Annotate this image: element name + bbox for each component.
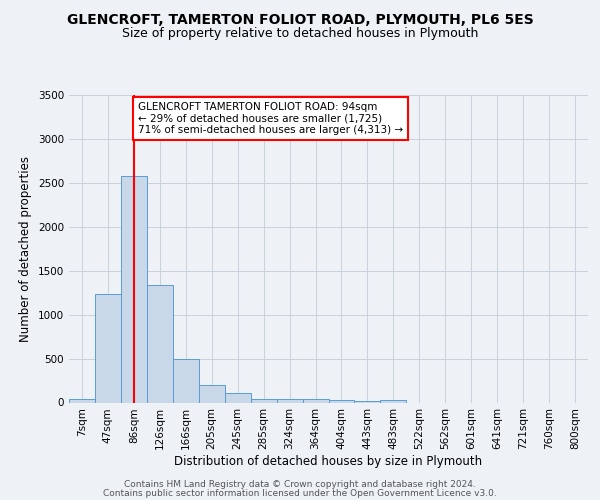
- Bar: [199, 386, 224, 402]
- Bar: [173, 358, 199, 403]
- Bar: [277, 399, 302, 402]
- Bar: [121, 176, 147, 402]
- Bar: [95, 294, 121, 403]
- X-axis label: Distribution of detached houses by size in Plymouth: Distribution of detached houses by size …: [175, 455, 482, 468]
- Text: GLENCROFT TAMERTON FOLIOT ROAD: 94sqm
← 29% of detached houses are smaller (1,72: GLENCROFT TAMERTON FOLIOT ROAD: 94sqm ← …: [138, 102, 403, 135]
- Bar: [355, 400, 380, 402]
- Bar: [302, 400, 329, 402]
- Bar: [69, 399, 95, 402]
- Bar: [329, 400, 355, 402]
- Text: Size of property relative to detached houses in Plymouth: Size of property relative to detached ho…: [122, 28, 478, 40]
- Bar: [147, 285, 173, 403]
- Bar: [225, 393, 251, 402]
- Text: Contains public sector information licensed under the Open Government Licence v3: Contains public sector information licen…: [103, 489, 497, 498]
- Bar: [380, 400, 406, 402]
- Text: Contains HM Land Registry data © Crown copyright and database right 2024.: Contains HM Land Registry data © Crown c…: [124, 480, 476, 489]
- Y-axis label: Number of detached properties: Number of detached properties: [19, 156, 32, 342]
- Text: GLENCROFT, TAMERTON FOLIOT ROAD, PLYMOUTH, PL6 5ES: GLENCROFT, TAMERTON FOLIOT ROAD, PLYMOUT…: [67, 12, 533, 26]
- Bar: [251, 398, 277, 402]
